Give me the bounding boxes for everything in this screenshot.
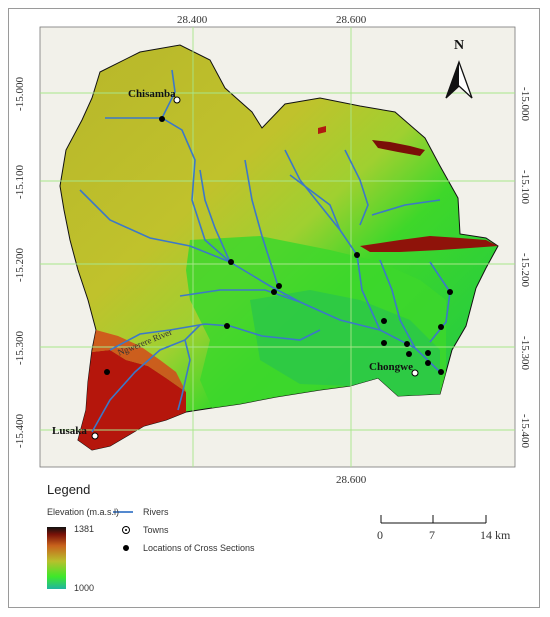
- cross-section-point: [438, 324, 444, 330]
- right-tick-label: -15.100: [519, 170, 531, 204]
- bottom-tick-label: 28.600: [336, 474, 367, 486]
- right-tick-label: -15.300: [519, 336, 531, 370]
- left-tick-label: -15.200: [14, 248, 26, 282]
- scale-label-mid: 7: [429, 528, 435, 542]
- scale-label-0: 0: [377, 528, 383, 542]
- cross-section-point: [354, 252, 360, 258]
- towns: [91, 96, 419, 440]
- cross-section-point: [438, 369, 444, 375]
- top-tick-label: 28.400: [177, 14, 208, 26]
- cross-section-point: [425, 350, 431, 356]
- cross-section-point: [381, 340, 387, 346]
- towns-legend-label: Towns: [143, 525, 169, 535]
- cross-section-point: [271, 289, 277, 295]
- cross-section-point: [381, 318, 387, 324]
- top-tick-label: 28.600: [336, 14, 367, 26]
- north-arrow-icon: [445, 60, 473, 99]
- town-marker-chongwe: [411, 369, 419, 377]
- cross-section-point: [228, 259, 234, 265]
- left-tick-label: -15.400: [14, 414, 26, 448]
- town-marker-lusaka: [91, 432, 99, 440]
- scale-label-max: 14 km: [480, 528, 511, 542]
- high-elevation-ridge-east: [360, 236, 498, 252]
- elevation-legend-label: Elevation (m.a.s.l): [47, 507, 120, 517]
- cross-section-point: [406, 351, 412, 357]
- place-label-lusaka: Lusaka: [52, 425, 87, 437]
- cross-section-point: [425, 360, 431, 366]
- scale-bar: [380, 515, 487, 524]
- cross-section-legend-icon: [123, 545, 129, 551]
- cross-section-point: [224, 323, 230, 329]
- left-tick-label: -15.300: [14, 331, 26, 365]
- cross-section-point: [276, 283, 282, 289]
- right-tick-label: -15.400: [519, 414, 531, 448]
- right-tick-label: -15.000: [519, 87, 531, 121]
- left-tick-label: -15.000: [14, 77, 26, 111]
- cross-sections-legend-label: Locations of Cross Sections: [143, 543, 255, 553]
- high-elevation-sw: [78, 350, 186, 450]
- town-marker-chisamba: [173, 96, 181, 104]
- left-tick-label: -15.100: [14, 165, 26, 199]
- cross-section-point: [159, 116, 165, 122]
- cross-section-point: [104, 369, 110, 375]
- place-label-chisamba: Chisamba: [128, 88, 176, 100]
- figure-frame: [8, 8, 540, 608]
- elevation-max-label: 1381: [74, 524, 95, 534]
- elevation-min-label: 1000: [74, 583, 95, 593]
- cross-section-points: [104, 116, 453, 375]
- cross-section-point: [404, 341, 410, 347]
- cross-section-point: [447, 289, 453, 295]
- legend-title: Legend: [47, 482, 91, 497]
- north-label: N: [454, 38, 465, 53]
- rivers-legend-label: Rivers: [143, 507, 169, 517]
- elevation-colorbar: [47, 527, 66, 589]
- place-label-chongwe: Chongwe: [369, 361, 414, 373]
- right-tick-label: -15.200: [519, 253, 531, 287]
